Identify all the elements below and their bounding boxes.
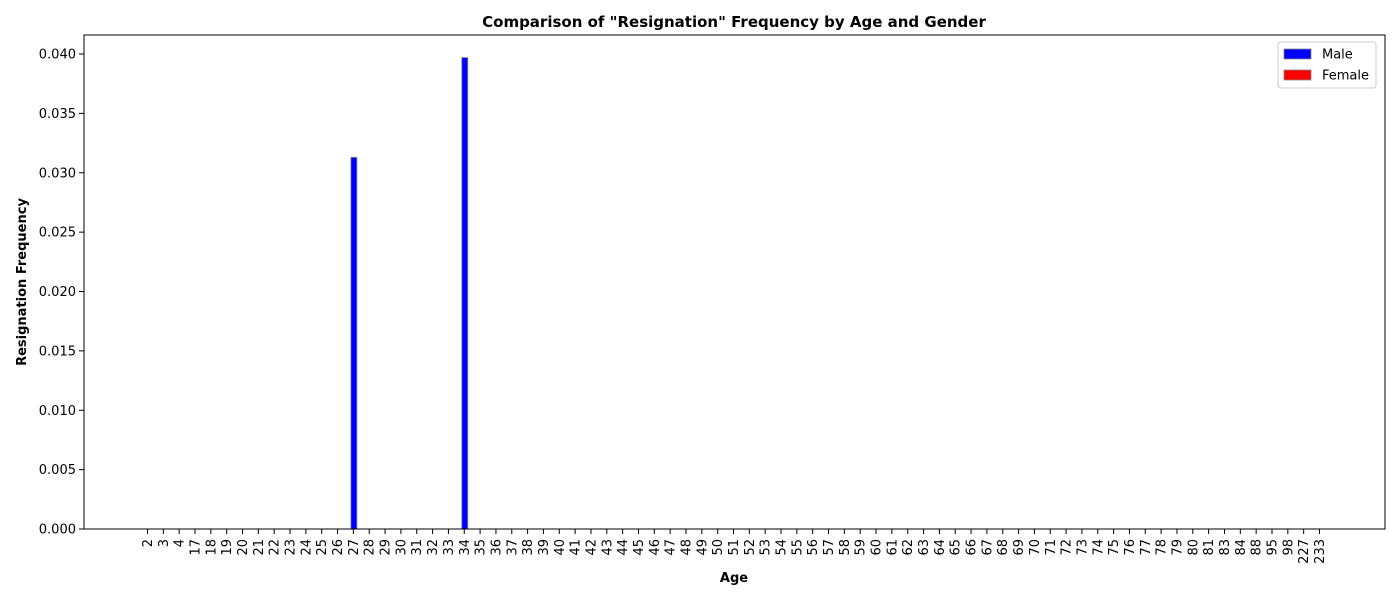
- x-tick-label: 77: [1139, 539, 1154, 556]
- x-tick-label: 28: [363, 539, 378, 556]
- x-tick-label: 20: [236, 539, 251, 556]
- x-tick-label: 22: [268, 539, 283, 556]
- plot-area: 0.000 0.005 0.010 0.015 0.020 0.025 0.030 0.035…: [39, 34, 1386, 564]
- x-tick-label: 62: [901, 539, 916, 556]
- x-tick-label: 34: [458, 539, 473, 556]
- x-tick-label: 84: [1234, 539, 1249, 556]
- x-tick-label: 75: [1107, 539, 1122, 556]
- x-tick-label: 45: [632, 539, 647, 556]
- x-tick-label: 49: [695, 539, 710, 556]
- x-tick-label: 30: [394, 539, 409, 556]
- x-tick-label: 44: [616, 539, 631, 556]
- x-tick-label: 72: [1060, 539, 1075, 556]
- x-tick-label: 41: [569, 539, 584, 556]
- x-tick-label: 47: [664, 539, 679, 556]
- x-tick-label: 17: [189, 539, 204, 556]
- legend-swatch-male: [1283, 48, 1312, 60]
- y-tick-label: 0.010: [39, 404, 76, 419]
- x-tick-label: 36: [489, 539, 504, 556]
- x-tick-label: 23: [284, 539, 299, 556]
- x-tick-label: 55: [790, 539, 805, 556]
- x-tick-label: 60: [870, 539, 885, 556]
- x-tick-label: 48: [679, 539, 694, 556]
- x-tick-label: 66: [965, 539, 980, 556]
- y-axis-label: Resignation Frequency: [15, 198, 30, 366]
- x-tick-label: 52: [743, 539, 758, 556]
- x-tick-label: 43: [600, 539, 615, 556]
- plot-frame: [83, 34, 1386, 530]
- legend-label-female: Female: [1322, 69, 1369, 84]
- y-tick-label: 0.025: [39, 226, 76, 241]
- x-tick-label: 73: [1075, 539, 1090, 556]
- x-tick-label: 63: [917, 539, 932, 556]
- x-tick-label: 42: [584, 539, 599, 556]
- x-tick-label: 35: [474, 539, 489, 556]
- x-tick-label: 29: [379, 539, 394, 556]
- y-tick-label: 0.020: [39, 285, 76, 300]
- x-tick-label: 88: [1250, 539, 1265, 556]
- x-tick-label: 37: [505, 539, 520, 556]
- x-tick-label: 40: [553, 539, 568, 556]
- y-tick-label: 0.035: [39, 107, 76, 122]
- x-tick-label: 32: [426, 539, 441, 556]
- x-tick-label: 50: [711, 539, 726, 556]
- x-tick-label: 80: [1186, 539, 1201, 556]
- x-tick-label: 98: [1281, 539, 1296, 556]
- x-tick-label: 67: [980, 539, 995, 556]
- bar-male-27: [350, 156, 358, 530]
- x-tick-label: 51: [727, 539, 742, 556]
- x-tick-label: 71: [1044, 539, 1059, 556]
- x-tick-label: 57: [822, 539, 837, 556]
- x-tick-label: 76: [1123, 539, 1138, 556]
- x-tick-label: 74: [1091, 539, 1106, 556]
- chart-title: Comparison of "Resignation" Frequency by…: [482, 13, 986, 31]
- x-tick-label: 95: [1265, 539, 1280, 556]
- x-tick-label: 19: [220, 539, 235, 556]
- x-tick-label: 54: [775, 539, 790, 556]
- legend-label-male: Male: [1322, 48, 1353, 63]
- bar-male-34: [461, 57, 469, 530]
- x-tick-label: 81: [1202, 539, 1217, 556]
- x-tick-label: 25: [315, 539, 330, 556]
- x-tick-label: 24: [299, 539, 314, 556]
- x-tick-label: 46: [648, 539, 663, 556]
- x-tick-label: 2: [141, 539, 156, 547]
- y-tick-label: 0.040: [39, 48, 76, 63]
- x-tick-label: 38: [521, 539, 536, 556]
- x-tick-label: 3: [157, 539, 172, 547]
- x-tick-label: 64: [933, 539, 948, 556]
- x-tick-label: 65: [949, 539, 964, 556]
- x-tick-label: 33: [442, 539, 457, 556]
- x-tick-label: 59: [854, 539, 869, 556]
- x-tick-label: 4: [173, 539, 188, 547]
- x-tick-label: 58: [838, 539, 853, 556]
- legend-swatch-female: [1283, 69, 1312, 81]
- x-tick-label: 18: [204, 539, 219, 556]
- x-tick-label: 70: [1028, 539, 1043, 556]
- x-tick-label: 233: [1313, 539, 1328, 564]
- x-tick-label: 69: [1012, 539, 1027, 556]
- y-tick-label: 0.005: [39, 463, 76, 478]
- x-tick-label: 79: [1170, 539, 1185, 556]
- x-tick-label: 78: [1155, 539, 1170, 556]
- x-tick-label: 53: [759, 539, 774, 556]
- x-tick-label: 227: [1297, 539, 1312, 564]
- x-axis-label: Age: [720, 571, 748, 586]
- y-tick-label: 0.030: [39, 166, 76, 181]
- x-tick-label: 27: [347, 539, 362, 556]
- x-tick-label: 83: [1218, 539, 1233, 556]
- y-tick-label: 0.015: [39, 344, 76, 359]
- x-tick-label: 56: [806, 539, 821, 556]
- x-tick-label: 31: [410, 539, 425, 556]
- x-tick-label: 68: [996, 539, 1011, 556]
- legend: Male Female: [1277, 41, 1377, 89]
- x-tick-label: 26: [331, 539, 346, 556]
- y-tick-label: 0.000: [39, 523, 76, 538]
- x-tick-label: 39: [537, 539, 552, 556]
- x-tick-label: 21: [252, 539, 267, 556]
- x-tick-label: 61: [885, 539, 900, 556]
